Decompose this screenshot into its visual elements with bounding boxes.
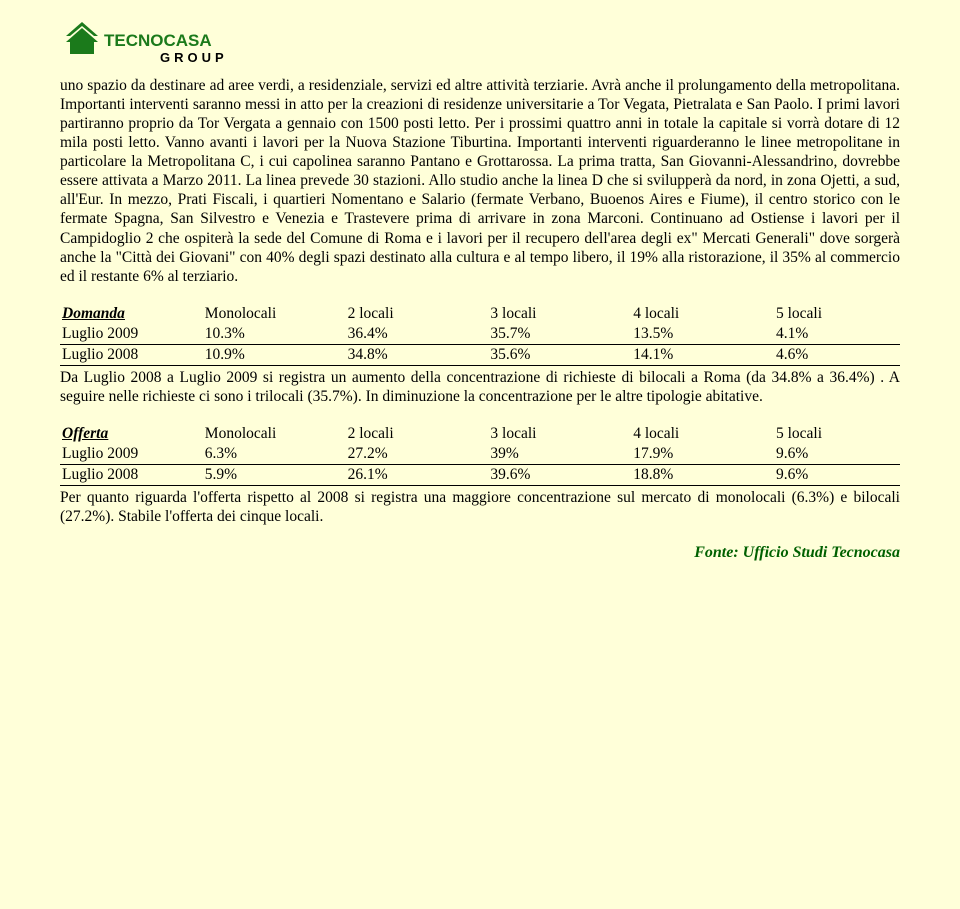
note2: Per quanto riguarda l'offerta rispetto a… [60,488,900,526]
table1-header-label: Domanda [62,305,125,322]
table1-col1: 2 locali [346,304,489,324]
domanda-table: Domanda Monolocali 2 locali 3 locali 4 l… [60,304,900,366]
table1-r1-v4: 4.6% [774,344,900,365]
table1-col4: 5 locali [774,304,900,324]
table2-r0-v1: 27.2% [346,444,489,465]
brand-text: TECNOCASA [104,31,212,50]
table1-r0-v4: 4.1% [774,324,900,345]
table1-col2: 3 locali [488,304,631,324]
brand-logo: TECNOCASA GROUP [60,20,900,70]
table2-r1-v2: 39.6% [488,464,631,485]
table2-r1-v1: 26.1% [346,464,489,485]
table1-r1-v1: 34.8% [346,344,489,365]
table2-r0-label: Luglio 2009 [60,444,203,465]
source-line: Fonte: Ufficio Studi Tecnocasa [60,544,900,562]
table1-r0-label: Luglio 2009 [60,324,203,345]
table2-col3: 4 locali [631,424,774,444]
table1-r0-v2: 35.7% [488,324,631,345]
body-paragraph: uno spazio da destinare ad aree verdi, a… [60,76,900,286]
group-text: GROUP [160,50,228,65]
table2-col0: Monolocali [203,424,346,444]
table2-col2: 3 locali [488,424,631,444]
note1: Da Luglio 2008 a Luglio 2009 si registra… [60,368,900,406]
table1-r0-v3: 13.5% [631,324,774,345]
table2-col4: 5 locali [774,424,900,444]
table1-r1-v3: 14.1% [631,344,774,365]
table1-r0-v0: 10.3% [203,324,346,345]
table1-r0-v1: 36.4% [346,324,489,345]
table2-r0-v0: 6.3% [203,444,346,465]
table1-col0: Monolocali [203,304,346,324]
table2-r0-v4: 9.6% [774,444,900,465]
table1-col3: 4 locali [631,304,774,324]
table2-r1-v3: 18.8% [631,464,774,485]
table1-r1-label: Luglio 2008 [60,344,203,365]
table2-header-label: Offerta [62,425,108,442]
table2-r0-v2: 39% [488,444,631,465]
table2-r1-label: Luglio 2008 [60,464,203,485]
offerta-table: Offerta Monolocali 2 locali 3 locali 4 l… [60,424,900,486]
table1-r1-v0: 10.9% [203,344,346,365]
table1-r1-v2: 35.6% [488,344,631,365]
table2-col1: 2 locali [346,424,489,444]
table2-r1-v4: 9.6% [774,464,900,485]
table2-r1-v0: 5.9% [203,464,346,485]
table2-r0-v3: 17.9% [631,444,774,465]
